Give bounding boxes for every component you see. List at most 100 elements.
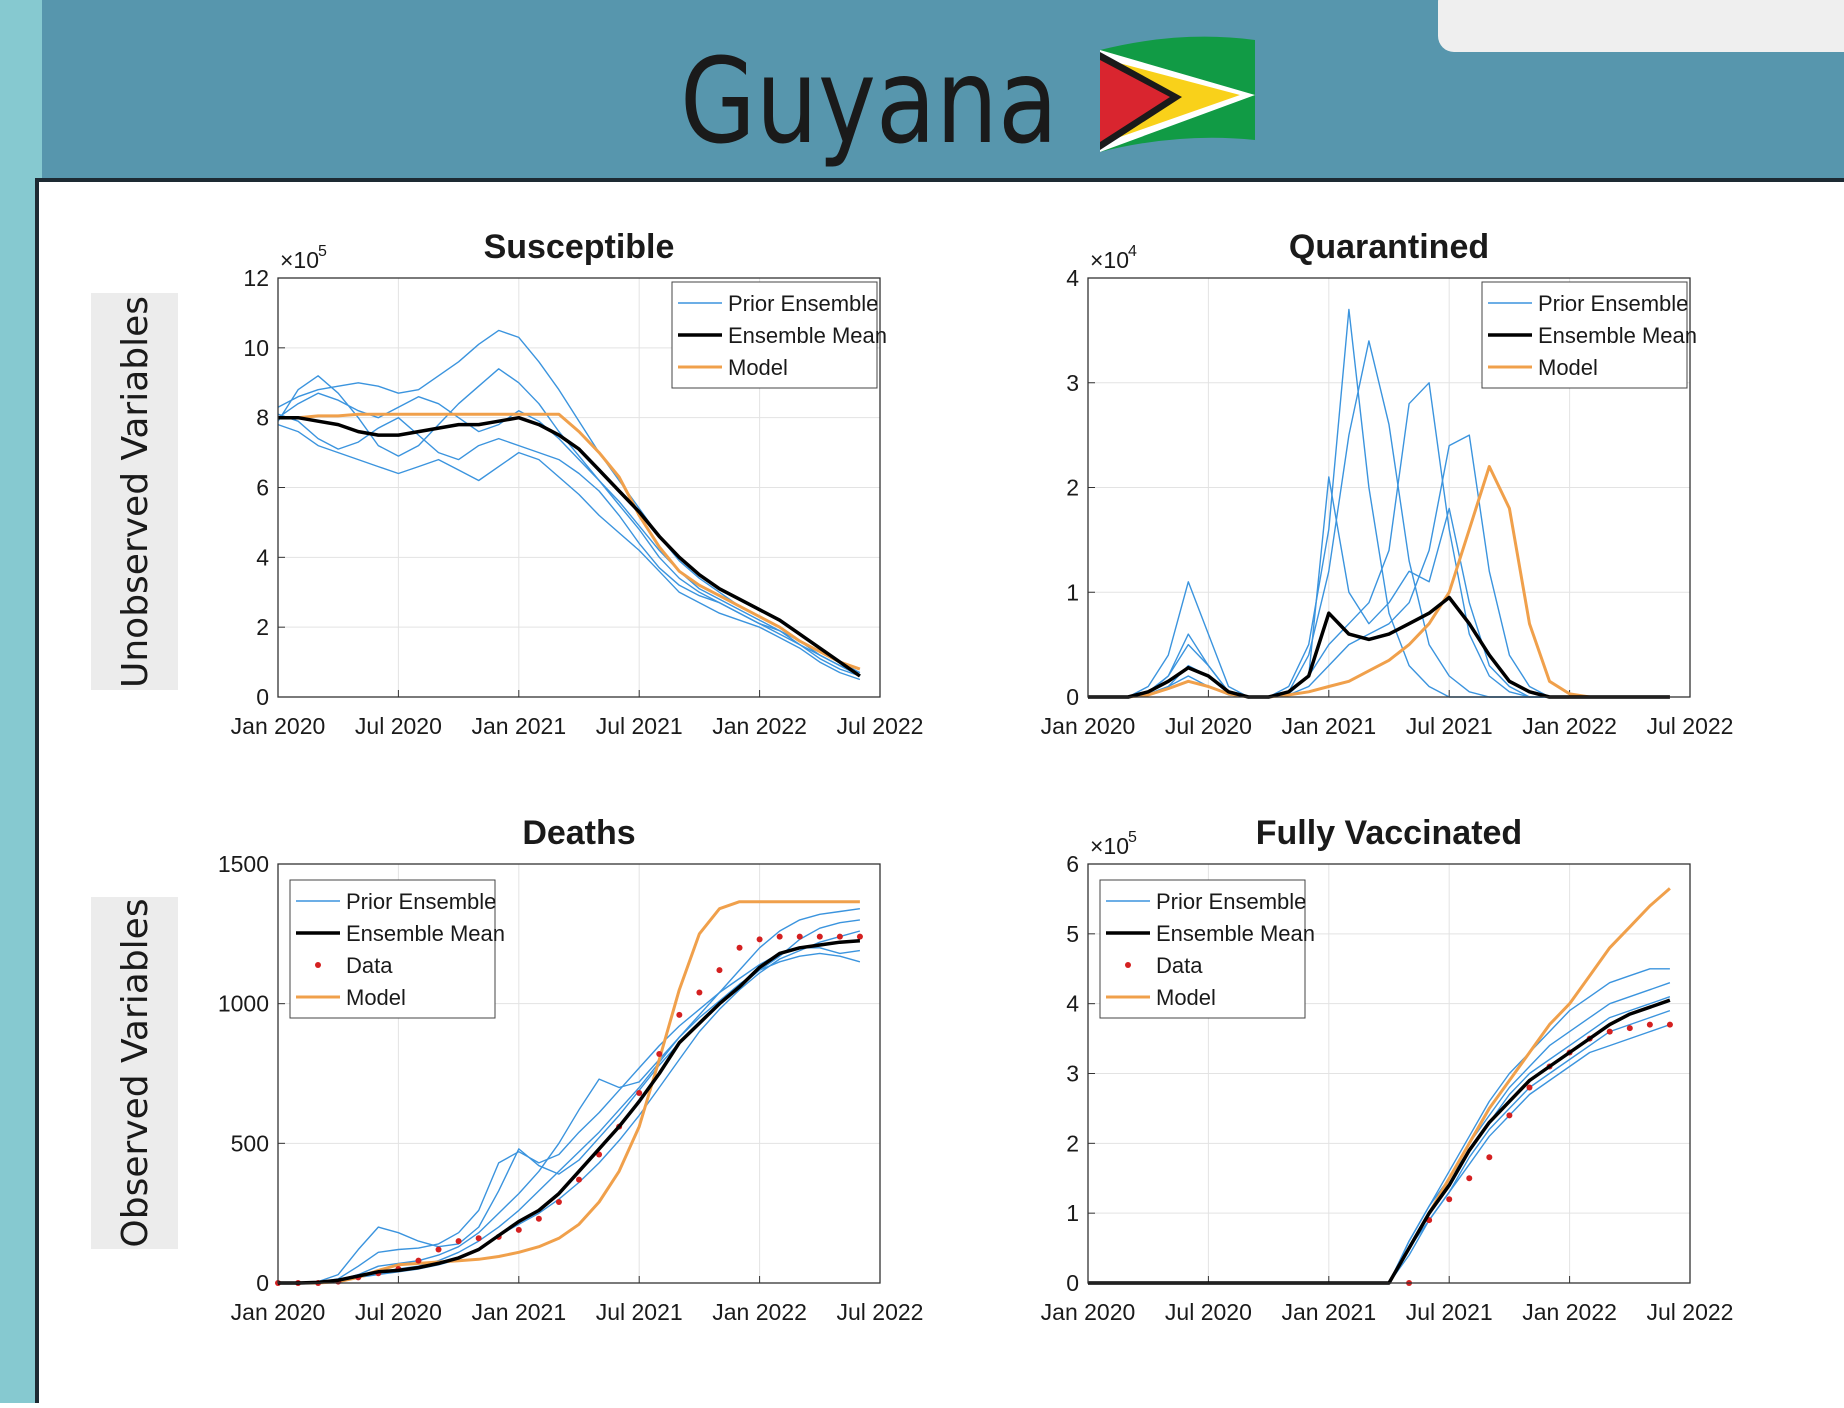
y-tick-label: 2 [1066, 475, 1079, 501]
x-tick-label: Jan 2021 [471, 1299, 566, 1325]
header-box [1438, 0, 1844, 52]
data-point [756, 936, 763, 943]
ensemble-member [278, 947, 860, 1284]
ensemble-member [277, 392, 861, 674]
axes-box [277, 277, 881, 698]
data-point [576, 1176, 582, 1183]
chart: 0 1 2 3 4 5 6 Jan 2020 Jul 2020 Jan 2021 Jul 2021 J… [1041, 814, 1734, 1325]
axes-box [1087, 863, 1691, 1284]
data-point [1446, 1196, 1453, 1203]
data-point [1466, 1175, 1473, 1182]
x-tick-label: Jan 2021 [1281, 713, 1376, 739]
data-point [676, 1011, 683, 1018]
row-label: Observed Variables [115, 898, 156, 1247]
flag [1100, 36, 1255, 152]
row-label: Unobserved Variables [115, 296, 156, 688]
axis-multiplier-exponent: 5 [1128, 829, 1137, 846]
y-tick-label: 5 [1066, 921, 1079, 947]
data-point [555, 1198, 562, 1205]
x-tick-label: Jan 2020 [1041, 1299, 1136, 1325]
legend-label: Prior Ensemble [1156, 889, 1306, 914]
flag-red [1100, 60, 1170, 142]
data-point [796, 933, 803, 940]
y-tick-label: 4 [1066, 991, 1079, 1017]
y-tick-label: 1000 [218, 991, 269, 1017]
chart-title: Fully Vaccinated [1256, 814, 1522, 852]
y-tick-label: 3 [1066, 370, 1079, 396]
y-tick-label: 2 [256, 614, 269, 640]
y-tick-label: 0 [1066, 1270, 1079, 1296]
x-tick-label: Jan 2021 [1281, 1299, 1376, 1325]
y-tick-label: 1 [1066, 1200, 1079, 1226]
chart-title: Deaths [522, 814, 635, 852]
data-point [1626, 1025, 1633, 1032]
y-tick-label: 4 [1066, 265, 1079, 291]
legend-label: Model [728, 355, 788, 380]
chart: 0 2 4 6 8 10 12 Jan 2020 Jul 2020 Jan 2021 Jul 202… [231, 228, 924, 739]
x-tick-label: Jan 2020 [231, 713, 326, 739]
ensemble-member [278, 952, 861, 1284]
data-point [816, 933, 823, 940]
x-tick-label: Jul 2022 [837, 713, 924, 739]
data-point [515, 1226, 522, 1233]
series-line [1088, 465, 1670, 699]
data-point [856, 933, 863, 940]
data-point [1506, 1112, 1513, 1119]
y-tick-label: 3 [1066, 1061, 1079, 1087]
data-point [776, 933, 783, 940]
x-tick-label: Jul 2022 [837, 1299, 924, 1325]
y-tick-label: 2 [1066, 1130, 1079, 1156]
series-line [278, 939, 861, 1285]
ensemble-member [278, 919, 860, 1284]
series-line [278, 415, 861, 678]
y-tick-label: 0 [256, 1270, 269, 1296]
x-tick-label: Jul 2020 [1165, 713, 1252, 739]
axis-multiplier: ×10 [1090, 833, 1129, 859]
x-tick-label: Jul 2021 [596, 1299, 683, 1325]
legend-swatch [315, 962, 321, 968]
y-tick-label: 1500 [218, 851, 269, 877]
legend-label: Model [1538, 355, 1598, 380]
data-point [696, 989, 703, 996]
legend-label: Ensemble Mean [346, 921, 505, 946]
x-tick-label: Jul 2022 [1647, 713, 1734, 739]
data-point [716, 967, 723, 974]
series-line [278, 412, 861, 671]
x-tick-label: Jul 2020 [355, 713, 442, 739]
chart-title: Susceptible [484, 228, 675, 266]
data-point [836, 933, 843, 940]
data-point [435, 1246, 442, 1253]
chart-title: Quarantined [1289, 228, 1489, 266]
data-point [1526, 1084, 1533, 1091]
legend-label: Prior Ensemble [346, 889, 496, 914]
x-tick-label: Jan 2021 [471, 713, 566, 739]
legend-label: Ensemble Mean [728, 323, 887, 348]
ensemble-member [277, 423, 861, 681]
x-tick-label: Jan 2020 [231, 1299, 326, 1325]
data-point [1606, 1028, 1613, 1035]
y-tick-label: 500 [231, 1130, 269, 1156]
data-point [736, 944, 743, 951]
x-tick-label: Jul 2022 [1647, 1299, 1734, 1325]
chart: 0 1 2 3 4 Jan 2020 Jul 2020 Jan 2021 Jul 2021 Jan… [1041, 228, 1734, 739]
legend-label: Data [1156, 953, 1203, 978]
axis-multiplier-exponent: 5 [318, 243, 327, 260]
x-tick-label: Jul 2020 [1165, 1299, 1252, 1325]
axis-multiplier: ×10 [280, 247, 319, 273]
legend-label: Model [346, 985, 406, 1010]
legend-label: Model [1156, 985, 1216, 1010]
axis-multiplier-exponent: 4 [1128, 243, 1137, 260]
data-point [415, 1257, 422, 1264]
y-tick-label: 0 [1066, 684, 1079, 710]
x-tick-label: Jan 2020 [1041, 713, 1136, 739]
chart: 0 500 1000 1500 Jan 2020 Jul 2020 Jan 2021 Jul … [218, 814, 924, 1325]
x-tick-label: Jul 2021 [1406, 1299, 1493, 1325]
legend-box [289, 879, 496, 1019]
panel-border [35, 178, 1844, 1403]
y-tick-label: 8 [256, 405, 269, 431]
data-point [475, 1235, 482, 1242]
data-point [636, 1090, 643, 1097]
x-tick-label: Jan 2022 [1522, 1299, 1617, 1325]
axis-multiplier: ×10 [1090, 247, 1129, 273]
